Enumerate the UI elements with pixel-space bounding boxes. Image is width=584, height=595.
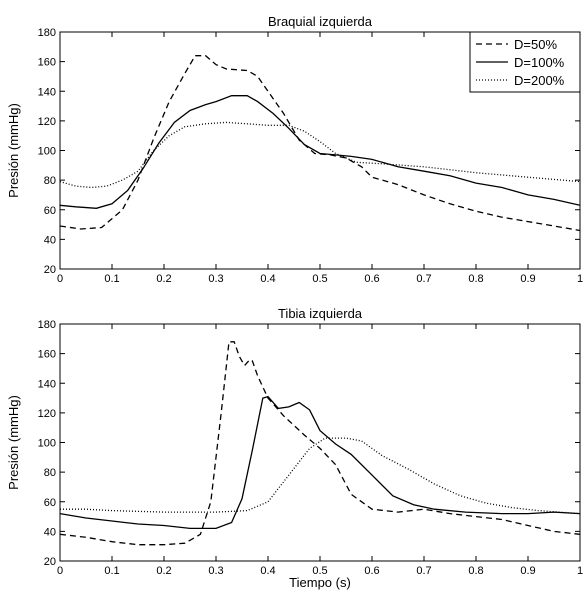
legend-label: D=200% (514, 73, 565, 88)
chart-title: Braquial izquierda (268, 14, 373, 29)
y-tick-label: 40 (44, 526, 56, 538)
y-tick-label: 140 (38, 86, 56, 98)
x-tick-label: 0.4 (260, 565, 275, 577)
y-tick-label: 20 (44, 556, 56, 568)
y-tick-label: 100 (38, 146, 56, 158)
y-tick-label: 160 (38, 57, 56, 69)
x-tick-label: 1 (577, 565, 583, 577)
y-tick-label: 100 (38, 438, 56, 450)
x-tick-label: 0.3 (208, 565, 223, 577)
x-tick-label: 0.8 (468, 565, 483, 577)
series-line-d50 (60, 341, 580, 546)
y-tick-label: 140 (38, 378, 56, 390)
y-tick-label: 180 (38, 27, 56, 39)
x-tick-label: 0.2 (156, 273, 171, 285)
x-tick-label: 0.6 (364, 565, 379, 577)
x-tick-label: 0.4 (260, 273, 275, 285)
x-tick-label: 1 (577, 273, 583, 285)
chart-title: Tibia izquierda (278, 306, 363, 321)
x-tick-label: 0.9 (520, 273, 535, 285)
legend-label: D=100% (514, 55, 565, 70)
x-tick-label: 0.9 (520, 565, 535, 577)
x-tick-label: 0.5 (312, 565, 327, 577)
y-tick-label: 60 (44, 497, 56, 509)
legend-label: D=50% (514, 37, 557, 52)
chart-panel-1: Braquial izquierda 20 40 60 80 100 120 140 160 18… (6, 14, 583, 285)
series-line-d100 (60, 95, 580, 209)
y-tick-label: 20 (44, 264, 56, 276)
plot-area (59, 323, 581, 562)
x-tick-label: 0.1 (104, 565, 119, 577)
y-tick-label: 160 (38, 349, 56, 361)
x-tick-label: 0.8 (468, 273, 483, 285)
y-tick-label: 40 (44, 234, 56, 246)
series-line-d100 (60, 395, 580, 530)
x-tick-label: 0.2 (156, 565, 171, 577)
x-tick-label: 0 (57, 565, 63, 577)
y-axis-label: Presión (mmHg) (6, 395, 21, 490)
x-tick-label: 0 (57, 273, 63, 285)
y-tick-label: 80 (44, 467, 56, 479)
y-axis-label: Presión (mmHg) (6, 103, 21, 198)
series-line-d200 (60, 121, 580, 189)
y-tick-label: 60 (44, 205, 56, 217)
x-tick-label: 0.7 (416, 565, 431, 577)
y-tick-label: 80 (44, 175, 56, 187)
y-tick-label: 120 (38, 408, 56, 420)
x-tick-label: 0.3 (208, 273, 223, 285)
x-tick-label: 0.5 (312, 273, 327, 285)
x-tick-label: 0.7 (416, 273, 431, 285)
y-tick-label: 120 (38, 116, 56, 128)
y-tick-label: 180 (38, 319, 56, 331)
x-tick-label: 0.6 (364, 273, 379, 285)
x-axis-label: Tiempo (s) (289, 575, 351, 590)
legend: D=50% D=100% D=200% (469, 31, 581, 93)
chart-panel-2: Tibia izquierda 20 40 60 80 100 120 140 160 180 0 0… (6, 306, 583, 590)
x-tick-label: 0.1 (104, 273, 119, 285)
